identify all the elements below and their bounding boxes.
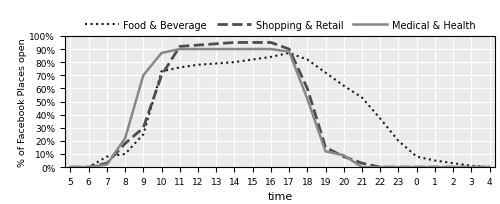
Medical & Health (341, 154, 347, 157)
Shopping & Retail (86, 166, 91, 169)
Food & Beverage (158, 71, 164, 73)
Shopping & Retail (104, 162, 110, 165)
Medical & Health (122, 137, 128, 140)
Medical & Health (232, 49, 237, 51)
Food & Beverage (468, 165, 474, 167)
Shopping & Retail (396, 166, 402, 169)
Food & Beverage (268, 56, 274, 59)
Shopping & Retail (359, 162, 365, 165)
Medical & Health (396, 166, 402, 169)
Shopping & Retail (450, 166, 456, 169)
Food & Beverage (322, 72, 328, 74)
Shopping & Retail (158, 75, 164, 77)
Food & Beverage (359, 97, 365, 99)
Shopping & Retail (213, 43, 219, 46)
Food & Beverage (377, 118, 383, 120)
Shopping & Retail (486, 166, 492, 169)
Shopping & Retail (250, 42, 256, 44)
Food & Beverage (177, 67, 183, 69)
Food & Beverage (486, 166, 492, 169)
Food & Beverage (104, 156, 110, 158)
Line: Food & Beverage: Food & Beverage (70, 54, 490, 167)
Medical & Health (268, 49, 274, 51)
Shopping & Retail (122, 143, 128, 145)
Medical & Health (86, 166, 91, 169)
Food & Beverage (195, 64, 201, 67)
Food & Beverage (341, 85, 347, 88)
Shopping & Retail (232, 42, 237, 44)
Medical & Health (377, 166, 383, 169)
Food & Beverage (432, 160, 438, 162)
Medical & Health (359, 166, 365, 169)
Medical & Health (177, 49, 183, 51)
Medical & Health (450, 166, 456, 169)
Medical & Health (468, 166, 474, 169)
Legend: Food & Beverage, Shopping & Retail, Medical & Health: Food & Beverage, Shopping & Retail, Medi… (84, 21, 475, 31)
Food & Beverage (414, 156, 420, 158)
Shopping & Retail (322, 146, 328, 149)
Shopping & Retail (304, 88, 310, 90)
Medical & Health (158, 52, 164, 55)
Medical & Health (322, 150, 328, 153)
Food & Beverage (213, 63, 219, 65)
Shopping & Retail (341, 156, 347, 158)
Y-axis label: % of Facebook Places open: % of Facebook Places open (18, 38, 26, 166)
Shopping & Retail (286, 49, 292, 51)
Medical & Health (304, 98, 310, 101)
Food & Beverage (286, 52, 292, 55)
Medical & Health (414, 166, 420, 169)
Medical & Health (140, 75, 146, 77)
Food & Beverage (250, 59, 256, 61)
Medical & Health (432, 166, 438, 169)
Line: Shopping & Retail: Shopping & Retail (70, 43, 490, 167)
Medical & Health (68, 166, 73, 169)
Food & Beverage (396, 140, 402, 142)
Food & Beverage (450, 162, 456, 165)
Food & Beverage (86, 166, 91, 169)
Medical & Health (486, 166, 492, 169)
Medical & Health (286, 51, 292, 54)
Medical & Health (104, 163, 110, 166)
Shopping & Retail (468, 166, 474, 169)
Food & Beverage (304, 59, 310, 61)
Food & Beverage (68, 166, 73, 169)
Shopping & Retail (432, 166, 438, 169)
Shopping & Retail (177, 46, 183, 48)
Shopping & Retail (68, 166, 73, 169)
Shopping & Retail (140, 127, 146, 129)
Shopping & Retail (195, 45, 201, 47)
Line: Medical & Health: Medical & Health (70, 50, 490, 167)
Food & Beverage (122, 153, 128, 155)
Medical & Health (213, 49, 219, 51)
X-axis label: time: time (268, 191, 292, 201)
Shopping & Retail (268, 42, 274, 44)
Shopping & Retail (414, 166, 420, 169)
Shopping & Retail (377, 166, 383, 169)
Food & Beverage (140, 133, 146, 136)
Medical & Health (250, 49, 256, 51)
Medical & Health (195, 49, 201, 51)
Food & Beverage (232, 62, 237, 64)
